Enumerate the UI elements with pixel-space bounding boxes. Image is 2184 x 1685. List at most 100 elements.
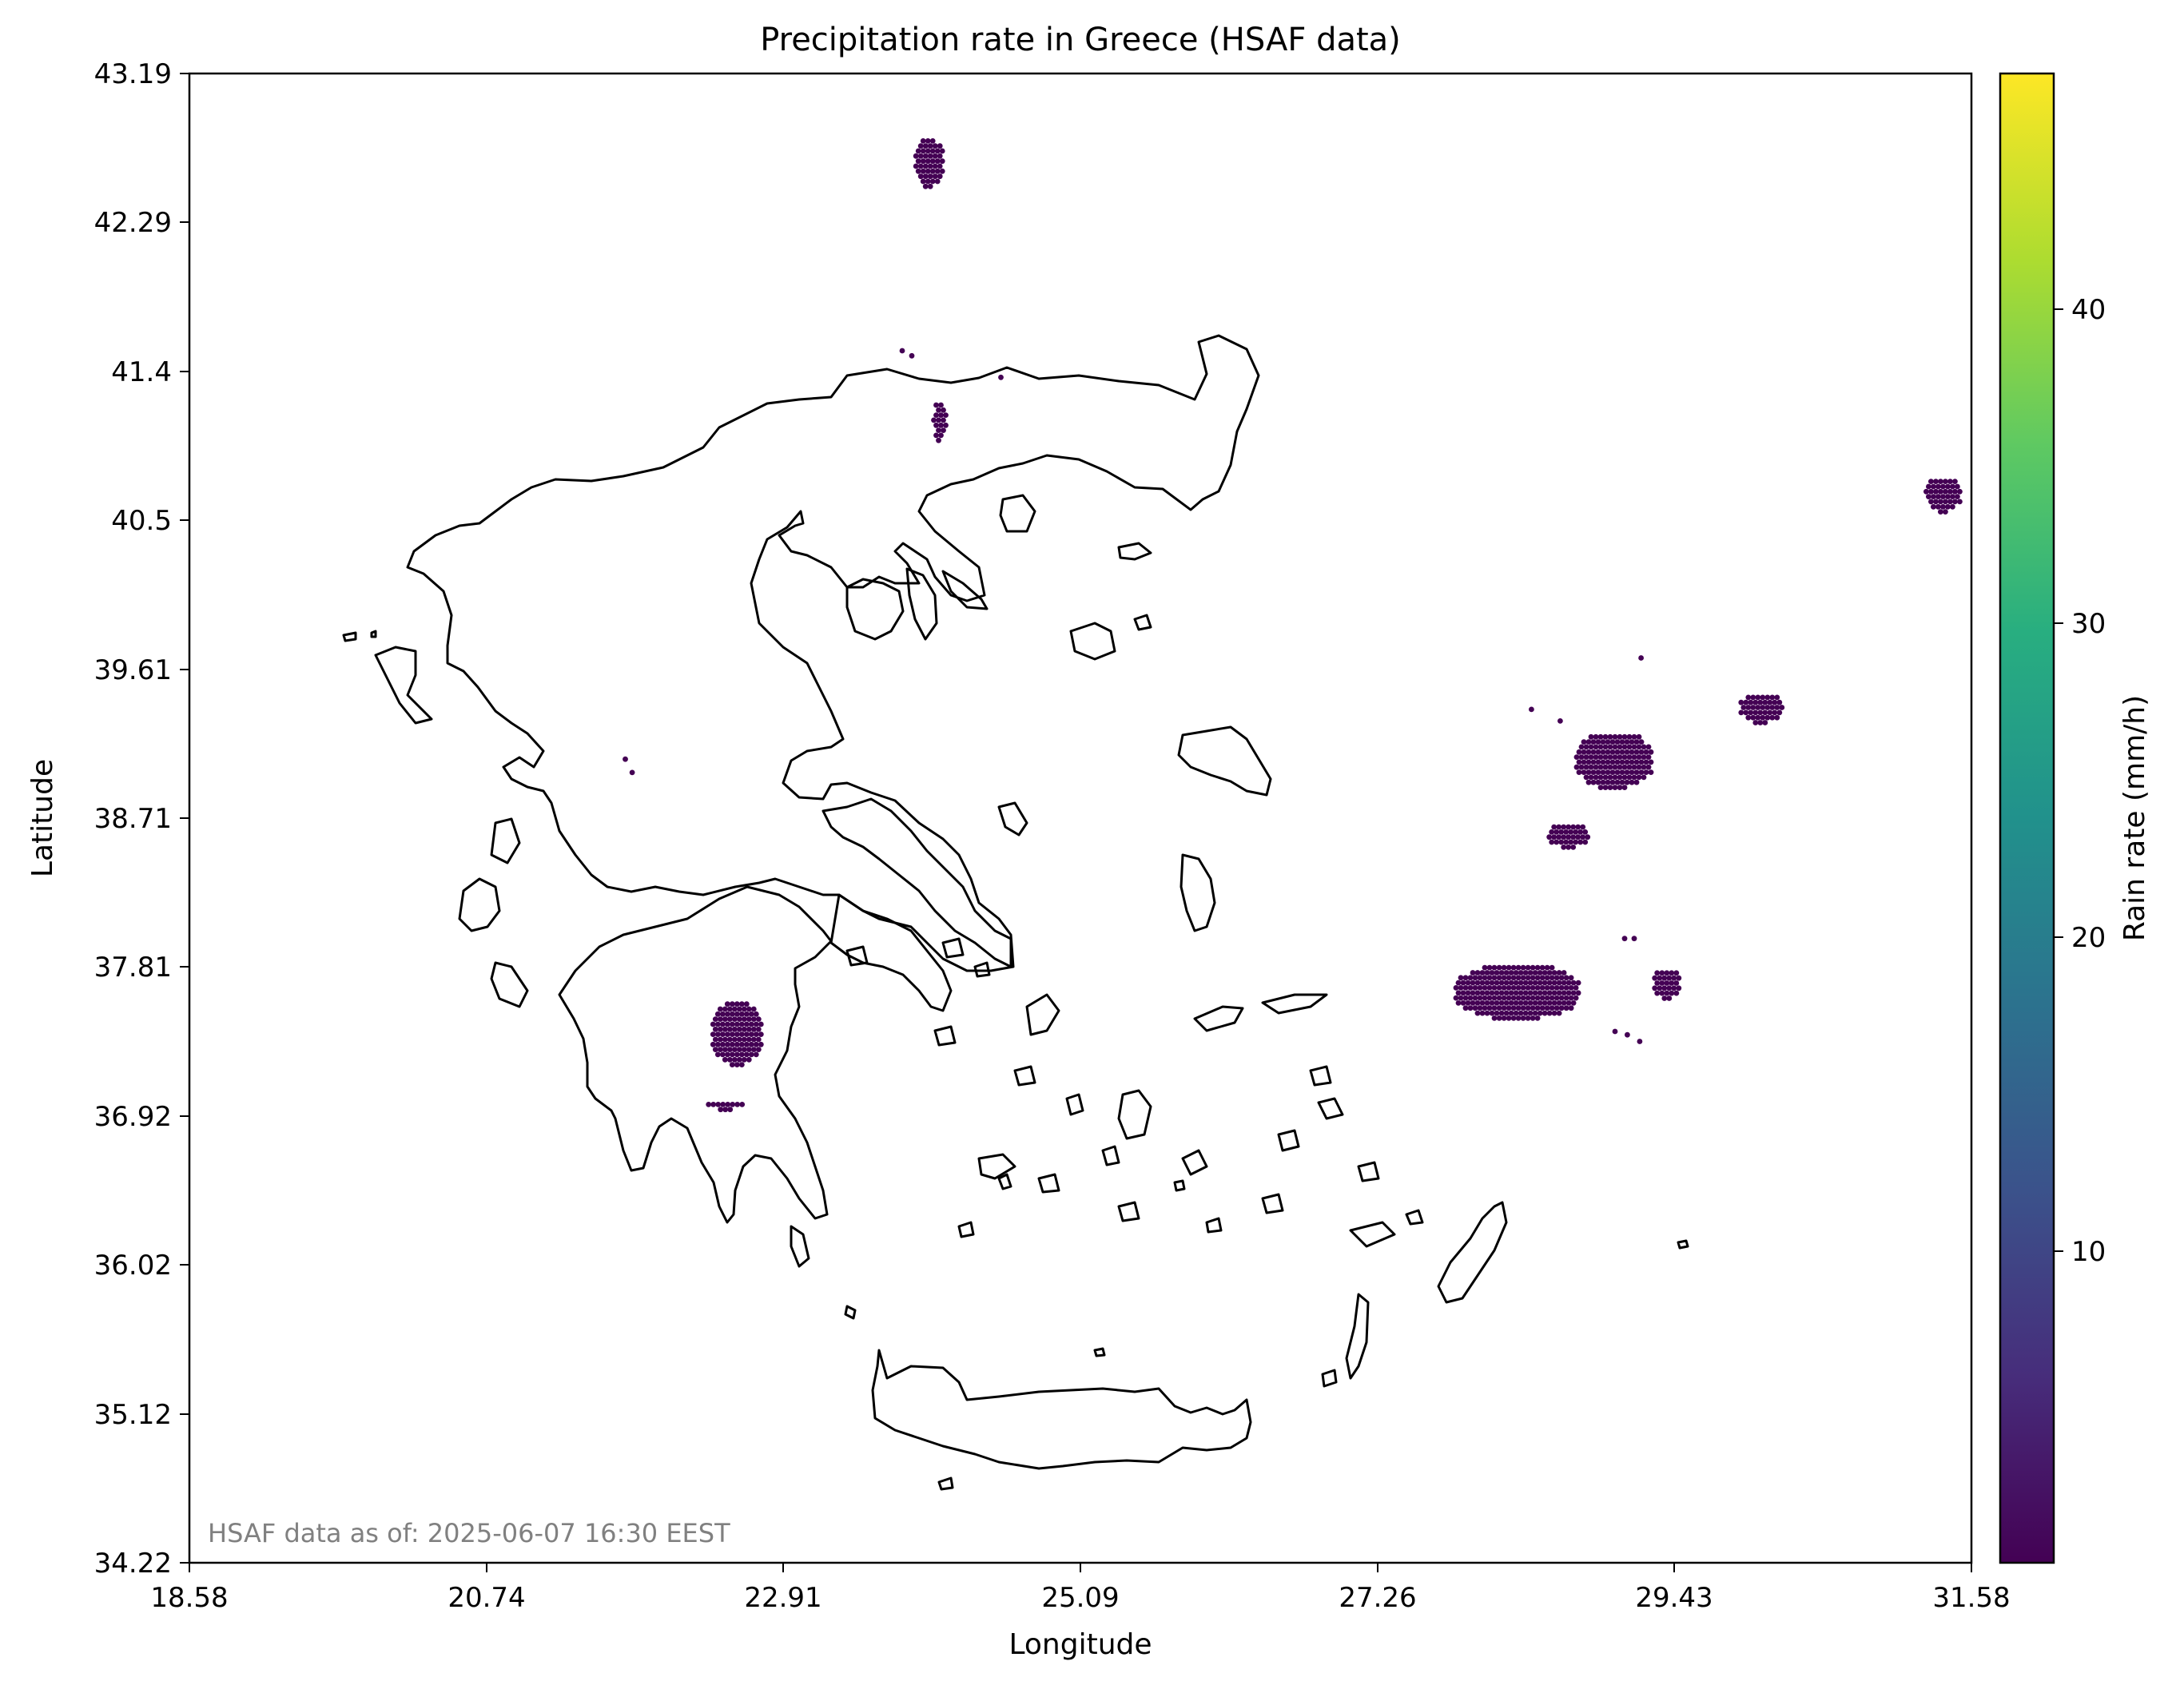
rain-point	[1671, 985, 1677, 992]
rain-point	[1496, 1015, 1502, 1021]
rain-point	[1455, 1000, 1462, 1006]
rain-point	[1484, 980, 1490, 986]
rain-point	[1563, 1005, 1569, 1011]
rain-point	[1588, 774, 1594, 781]
rain-point	[1558, 995, 1565, 1001]
rain-point	[1957, 499, 1963, 505]
rain-point	[927, 183, 933, 189]
rain-point	[1935, 483, 1941, 490]
x-tick-label: 29.43	[1635, 1582, 1713, 1614]
rain-point	[1520, 995, 1526, 1001]
rain-point	[1947, 488, 1953, 495]
rain-point	[1525, 964, 1531, 971]
rain-point	[1544, 1005, 1550, 1011]
rain-point	[1515, 995, 1522, 1001]
rain-point	[753, 1021, 759, 1027]
rain-point	[1527, 1010, 1534, 1016]
rain-point	[1551, 980, 1557, 986]
rain-point	[1752, 699, 1759, 705]
x-tick: 20.74	[448, 1563, 526, 1614]
rain-point	[724, 1051, 730, 1058]
rain-point	[1520, 975, 1526, 981]
rain-point	[1633, 739, 1640, 745]
rain-point	[1636, 733, 1642, 740]
rain-point	[729, 1021, 735, 1027]
peloponnese-coastline	[558, 885, 833, 1224]
rain-point	[1609, 779, 1616, 785]
rain-point	[1527, 970, 1534, 976]
rain-point	[719, 1011, 726, 1017]
rain-point	[1520, 1005, 1526, 1011]
rain-point	[1546, 980, 1553, 986]
crete-coastline	[871, 1349, 1252, 1470]
rain-point	[1470, 1000, 1476, 1006]
rain-point	[1530, 1005, 1536, 1011]
rain-point	[1612, 744, 1618, 750]
rain-point	[920, 148, 926, 154]
rain-point	[1515, 975, 1522, 981]
rain-point	[1612, 764, 1618, 770]
rain-point	[1666, 985, 1673, 992]
colorbar-tick-label: 40	[2071, 294, 2106, 326]
rain-point	[1633, 759, 1640, 765]
rain-point	[748, 1041, 754, 1047]
y-tick: 36.02	[94, 1250, 189, 1282]
rain-point	[726, 1036, 733, 1043]
rain-point	[1563, 985, 1569, 991]
rain-point	[741, 1047, 747, 1052]
rain-point	[1947, 499, 1953, 505]
rain-point	[1573, 764, 1580, 770]
rain-point	[1458, 975, 1464, 981]
rain-point	[1527, 980, 1534, 986]
mainland-coastline	[406, 334, 1260, 972]
rain-point	[1633, 749, 1640, 755]
rain-point	[925, 148, 931, 154]
rain-point	[922, 143, 929, 149]
rain-point	[1558, 1005, 1565, 1011]
coastlines	[342, 334, 1689, 1491]
rain-point	[1673, 990, 1680, 996]
rain-point	[1938, 509, 1943, 515]
andros-coastline	[1025, 993, 1060, 1036]
rain-point	[1738, 699, 1744, 705]
rain-point	[1472, 995, 1478, 1001]
rain-point	[743, 1021, 750, 1027]
rain-point	[1546, 834, 1553, 841]
rain-point	[1561, 824, 1567, 830]
rain-point	[1462, 1005, 1469, 1011]
rain-point	[1764, 714, 1771, 721]
rain-point	[943, 412, 949, 418]
rain-point	[1520, 1015, 1526, 1021]
rain-point	[925, 178, 931, 185]
rain-point	[724, 1031, 730, 1037]
rain-point	[1484, 970, 1490, 976]
rain-point	[938, 402, 944, 408]
rain-point	[1626, 733, 1633, 740]
rain-point	[1467, 1005, 1474, 1011]
rain-point	[1669, 980, 1675, 986]
x-tick: 18.58	[150, 1563, 229, 1614]
rain-point	[929, 148, 936, 154]
rain-point	[1474, 1010, 1481, 1016]
rain-point	[1659, 970, 1665, 976]
rain-point	[1482, 964, 1488, 971]
rain-point	[1590, 759, 1597, 765]
rain-point	[1612, 785, 1618, 790]
rain-point	[1565, 844, 1572, 850]
rain-point	[1546, 1000, 1553, 1006]
rain-point	[1935, 494, 1941, 499]
rain-point	[1556, 970, 1562, 976]
rain-point	[1508, 1010, 1514, 1016]
rain-point	[1508, 980, 1514, 986]
rain-point	[1484, 1000, 1490, 1006]
rain-point	[1617, 744, 1623, 750]
rain-point	[734, 1021, 740, 1027]
rain-point	[758, 1041, 764, 1047]
rain-point	[925, 168, 931, 174]
rain-point	[1494, 980, 1500, 986]
rain-point	[1943, 499, 1948, 505]
rain-point	[1549, 829, 1555, 835]
rain-point	[1619, 739, 1625, 745]
rain-point	[915, 148, 921, 154]
rain-point	[753, 1011, 759, 1017]
